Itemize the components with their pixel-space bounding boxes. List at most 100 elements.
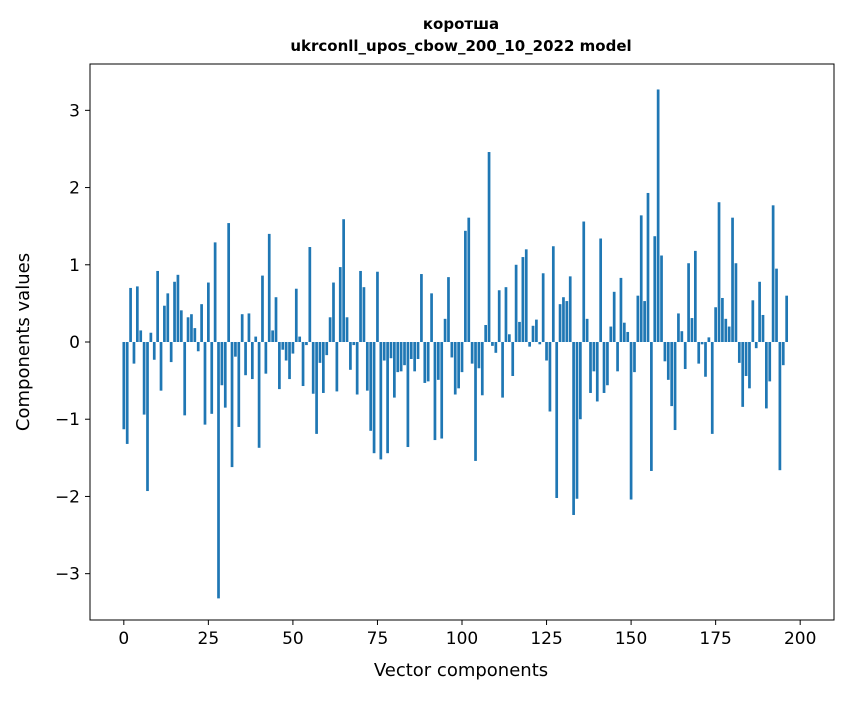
bar xyxy=(677,313,680,342)
x-tick-label: 125 xyxy=(530,629,562,649)
bar xyxy=(670,342,674,407)
bar xyxy=(426,342,430,382)
bar xyxy=(771,205,775,342)
bar xyxy=(501,342,504,398)
bar xyxy=(585,318,589,342)
x-tick-label: 100 xyxy=(446,629,478,649)
bar xyxy=(125,342,129,444)
x-tick-label: 200 xyxy=(784,629,816,649)
bar xyxy=(210,342,214,414)
bar xyxy=(602,342,606,393)
bar xyxy=(152,342,156,360)
bar xyxy=(494,342,498,353)
x-tick-label: 75 xyxy=(367,629,389,649)
bar xyxy=(480,342,484,396)
bar xyxy=(717,202,721,342)
y-tick-label: 0 xyxy=(69,333,80,353)
bar xyxy=(737,342,741,363)
bar xyxy=(440,342,444,439)
bar xyxy=(332,282,335,342)
bar xyxy=(541,273,545,342)
bar xyxy=(660,255,663,342)
bar xyxy=(308,247,312,342)
y-tick-label: −2 xyxy=(55,487,80,507)
bar xyxy=(558,304,562,342)
bar xyxy=(321,342,325,393)
x-axis-ticks: 0 25 50 75 100 125 150 175 200 xyxy=(118,620,816,649)
x-tick-label: 25 xyxy=(198,629,220,649)
bar xyxy=(497,290,501,342)
bar xyxy=(606,342,609,386)
bar xyxy=(288,342,291,380)
bar xyxy=(646,192,650,342)
bar xyxy=(693,250,697,342)
bar xyxy=(318,342,322,363)
bar xyxy=(274,297,278,342)
bar xyxy=(359,270,362,342)
bar xyxy=(163,305,166,342)
bar xyxy=(765,342,768,409)
bar xyxy=(548,342,552,412)
bar xyxy=(714,307,717,342)
bar xyxy=(450,342,454,358)
bar xyxy=(254,336,258,342)
bar xyxy=(342,219,345,342)
bar xyxy=(349,342,352,370)
bar xyxy=(149,332,153,342)
y-tick-label: −3 xyxy=(55,565,80,585)
bar xyxy=(264,342,268,374)
bar xyxy=(687,263,690,342)
bar xyxy=(589,342,592,393)
bar xyxy=(504,287,508,342)
bar xyxy=(369,342,373,431)
bars-group xyxy=(122,89,789,599)
bar xyxy=(484,325,488,342)
bar xyxy=(727,326,731,342)
bar xyxy=(355,342,359,395)
bar xyxy=(213,242,217,342)
bar xyxy=(399,342,403,372)
bar xyxy=(514,264,518,342)
bar xyxy=(396,342,400,373)
bar xyxy=(237,342,241,427)
bar xyxy=(139,330,143,342)
bar xyxy=(778,342,782,471)
bar xyxy=(223,342,227,408)
bar xyxy=(474,342,477,461)
bar xyxy=(122,342,126,430)
bar xyxy=(169,342,173,363)
bar xyxy=(748,342,751,389)
bar xyxy=(639,215,643,342)
chart-subtitle: ukrconll_upos_cbow_200_10_2022 model xyxy=(290,37,631,55)
bar xyxy=(518,321,521,342)
bar xyxy=(376,271,379,342)
bar xyxy=(250,342,254,380)
y-tick-label: 1 xyxy=(69,256,80,276)
bar xyxy=(325,342,329,356)
bar xyxy=(511,342,515,376)
bar xyxy=(524,249,528,342)
bar xyxy=(612,291,616,342)
bar xyxy=(636,295,640,342)
bar xyxy=(284,342,288,361)
bar xyxy=(741,342,745,407)
bar xyxy=(592,342,596,372)
y-tick-label: 3 xyxy=(69,101,80,121)
bar xyxy=(409,342,413,359)
bar xyxy=(666,342,670,380)
y-tick-label: 2 xyxy=(69,179,80,199)
bar xyxy=(700,342,704,345)
bar xyxy=(579,342,582,420)
bar xyxy=(609,326,613,342)
bar xyxy=(436,342,440,380)
bar xyxy=(416,342,420,359)
bar xyxy=(298,336,302,342)
bar xyxy=(372,342,376,454)
bar xyxy=(775,268,778,342)
bar xyxy=(311,342,315,394)
bar xyxy=(656,89,660,342)
bar xyxy=(761,314,765,342)
bar xyxy=(565,301,569,342)
bar xyxy=(643,301,646,342)
